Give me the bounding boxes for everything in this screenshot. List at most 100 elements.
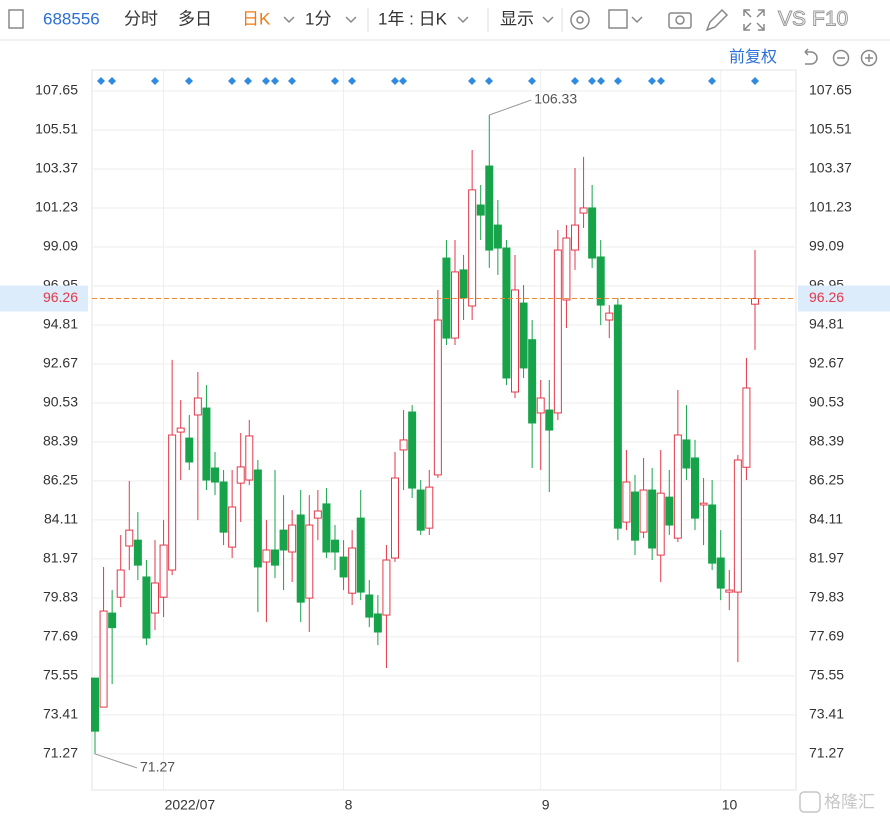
y2-tick-label: 107.65	[809, 82, 852, 98]
candle-body	[631, 491, 639, 541]
tab[interactable]: 1分	[305, 9, 331, 28]
y2-tick-label: 101.23	[809, 199, 852, 215]
candle-body	[648, 489, 657, 549]
chevron	[457, 16, 469, 24]
candle-body	[459, 269, 468, 299]
x-tick-label: 8	[345, 797, 353, 813]
x-tick-label: 10	[722, 797, 738, 813]
display-select[interactable]: 显示	[500, 9, 534, 28]
zoom-in[interactable]	[860, 49, 878, 67]
menu-icon[interactable]	[8, 9, 24, 29]
candle-body	[476, 204, 485, 216]
toolbar: 688556 分时 多日 日K 1分 1年 : 日K 显示 VS F10	[0, 7, 890, 41]
candle-body	[639, 489, 648, 533]
candle-body	[682, 439, 691, 469]
candle-body	[596, 256, 605, 306]
last-price-label: 96.26	[809, 289, 844, 305]
y-tick-label: 88.39	[43, 433, 78, 449]
watermark-text: 格隆汇	[824, 792, 875, 811]
candle-body	[116, 569, 125, 598]
settings-icon[interactable]	[570, 10, 590, 30]
event-markers[interactable]	[97, 77, 759, 85]
candle-body	[571, 224, 579, 251]
candle-body	[382, 559, 391, 616]
y-tick-label: 73.41	[43, 706, 78, 722]
candle-body	[433, 319, 442, 476]
chevron	[283, 16, 295, 24]
f10-button[interactable]: F10	[812, 7, 849, 31]
y2-tick-label: 81.97	[809, 550, 844, 566]
vs-button[interactable]: VS	[778, 7, 807, 31]
chevron	[631, 16, 643, 24]
last-price-label: 96.26	[43, 289, 78, 305]
y2-tick-label: 86.25	[809, 472, 844, 488]
candle-body	[493, 224, 502, 249]
y-tick-label: 77.69	[43, 628, 78, 644]
y2-tick-label: 99.09	[809, 238, 844, 254]
candle-body	[365, 594, 374, 618]
candle-body	[305, 524, 314, 599]
tab[interactable]: 分时	[124, 9, 158, 28]
camera-lens	[675, 15, 685, 25]
tab[interactable]: 多日	[178, 9, 212, 28]
candle-body	[202, 407, 211, 481]
candle-body	[245, 435, 254, 481]
y-tick-label: 79.83	[43, 589, 78, 605]
candle-body	[176, 427, 185, 433]
tab[interactable]: 日K	[242, 9, 271, 28]
y-tick-label: 103.37	[35, 160, 78, 176]
y2-tick-label: 84.11	[809, 511, 843, 527]
annotation-leader	[94, 753, 138, 769]
y-tick-label: 86.25	[43, 472, 78, 488]
y-tick-label: 94.81	[43, 316, 78, 332]
period-select[interactable]: 1年 : 日K	[378, 9, 448, 28]
annotation-leader	[489, 99, 532, 116]
candle-body	[511, 289, 519, 393]
y2-tick-label: 94.81	[809, 316, 844, 332]
zoom-out[interactable]	[832, 49, 850, 67]
high-annotation: 106.33	[534, 91, 577, 107]
candle-body	[665, 496, 674, 526]
y2-tick-label: 75.55	[809, 667, 844, 683]
fullscreen-icon[interactable]	[743, 9, 765, 31]
y2-tick-label: 71.27	[809, 745, 844, 761]
y2-tick-label: 77.69	[809, 628, 844, 644]
camera-icon[interactable]	[668, 12, 692, 29]
candle-body	[348, 547, 357, 594]
candle-body	[125, 529, 134, 547]
candle-body	[468, 189, 477, 307]
candle-body	[322, 503, 331, 553]
candle-body	[339, 556, 348, 578]
candle-body	[691, 457, 699, 519]
candle-body	[356, 517, 365, 593]
candle-body	[133, 539, 142, 566]
candle-body	[399, 439, 408, 451]
y2-tick-label: 88.39	[809, 433, 844, 449]
chevron	[345, 16, 357, 24]
y2-tick-label: 105.51	[809, 121, 852, 137]
undo-icon[interactable]	[804, 48, 818, 65]
candle-body	[331, 539, 339, 553]
candle-body	[373, 613, 382, 633]
y-tick-label: 71.27	[43, 745, 78, 761]
candle-body	[193, 397, 202, 416]
draw-icon[interactable]	[608, 9, 628, 29]
candle-body	[656, 492, 665, 556]
candle-body	[151, 582, 159, 614]
y2-tick-label: 73.41	[809, 706, 844, 722]
candle-body	[228, 506, 237, 548]
candle-body	[673, 434, 682, 539]
candle-body	[142, 576, 151, 639]
candle-body	[279, 529, 288, 551]
adjust-toggle[interactable]: 前复权	[729, 48, 777, 66]
candle-body	[502, 247, 511, 379]
pen-icon[interactable]	[705, 8, 729, 32]
overlay: 106.33 71.27 96.26 96.26	[0, 91, 890, 775]
candle-body	[168, 434, 177, 571]
candle-body	[751, 298, 759, 305]
watermark-logo	[799, 791, 821, 813]
candle-body	[519, 302, 528, 369]
candle-body	[579, 207, 588, 214]
candles	[91, 115, 759, 754]
candle-body	[716, 557, 725, 589]
